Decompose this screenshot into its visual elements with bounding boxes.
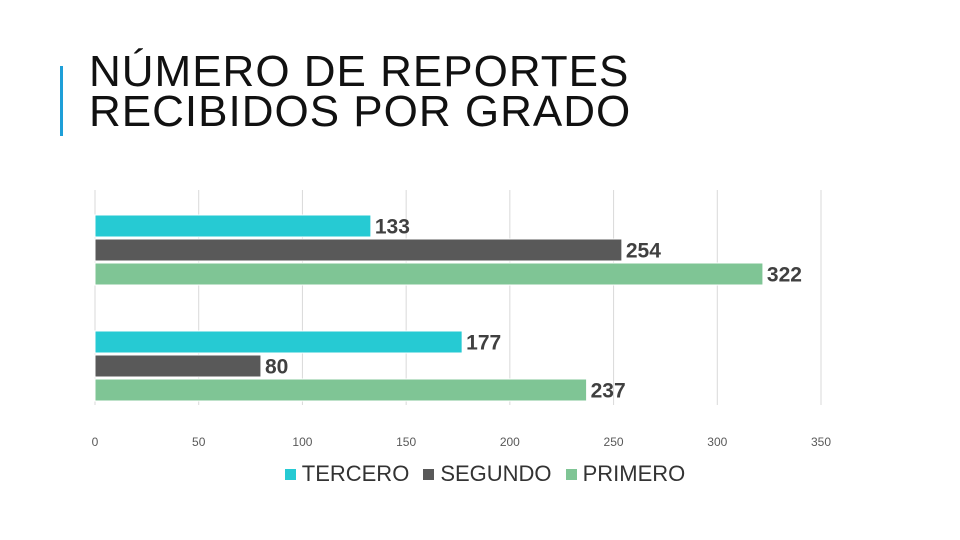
legend-swatch-primero [565, 468, 577, 480]
legend-item-primero: PRIMERO [565, 461, 686, 487]
title-accent-bar [60, 66, 63, 136]
legend-swatch-segundo [423, 468, 435, 480]
title-line-2: RECIBIDOS POR GRADO [89, 87, 632, 136]
data-label: 254 [626, 240, 661, 263]
data-label: 237 [591, 380, 626, 403]
x-tick-label: 300 [707, 435, 727, 449]
legend-swatch-tercero [284, 468, 296, 480]
data-label: 133 [375, 216, 410, 239]
x-tick-label: 200 [500, 435, 520, 449]
chart-legend: TERCERO SEGUNDO PRIMERO [0, 460, 960, 488]
legend-item-segundo: SEGUNDO [423, 461, 552, 487]
bar [94, 330, 463, 354]
legend-item-tercero: TERCERO [284, 461, 410, 487]
legend-label-tercero: TERCERO [301, 461, 410, 486]
data-label: 80 [265, 356, 288, 379]
legend-label-segundo: SEGUNDO [440, 461, 552, 486]
bar [94, 262, 764, 286]
page-title: NÚMERO DE REPORTES RECIBIDOS POR GRADO [89, 47, 632, 136]
bar [94, 354, 262, 378]
bar [94, 378, 588, 402]
bar [94, 238, 623, 262]
title-line-1: NÚMERO DE REPORTES [89, 47, 630, 96]
x-tick-label: 50 [192, 435, 206, 449]
x-tick-label: 350 [811, 435, 831, 449]
x-tick-label: 100 [292, 435, 312, 449]
bar [94, 214, 372, 238]
x-tick-label: 0 [92, 435, 99, 449]
legend-label-primero: PRIMERO [582, 461, 686, 486]
data-label: 177 [466, 332, 501, 355]
data-label: 322 [767, 264, 802, 287]
x-tick-label: 150 [396, 435, 416, 449]
x-tick-label: 250 [604, 435, 624, 449]
